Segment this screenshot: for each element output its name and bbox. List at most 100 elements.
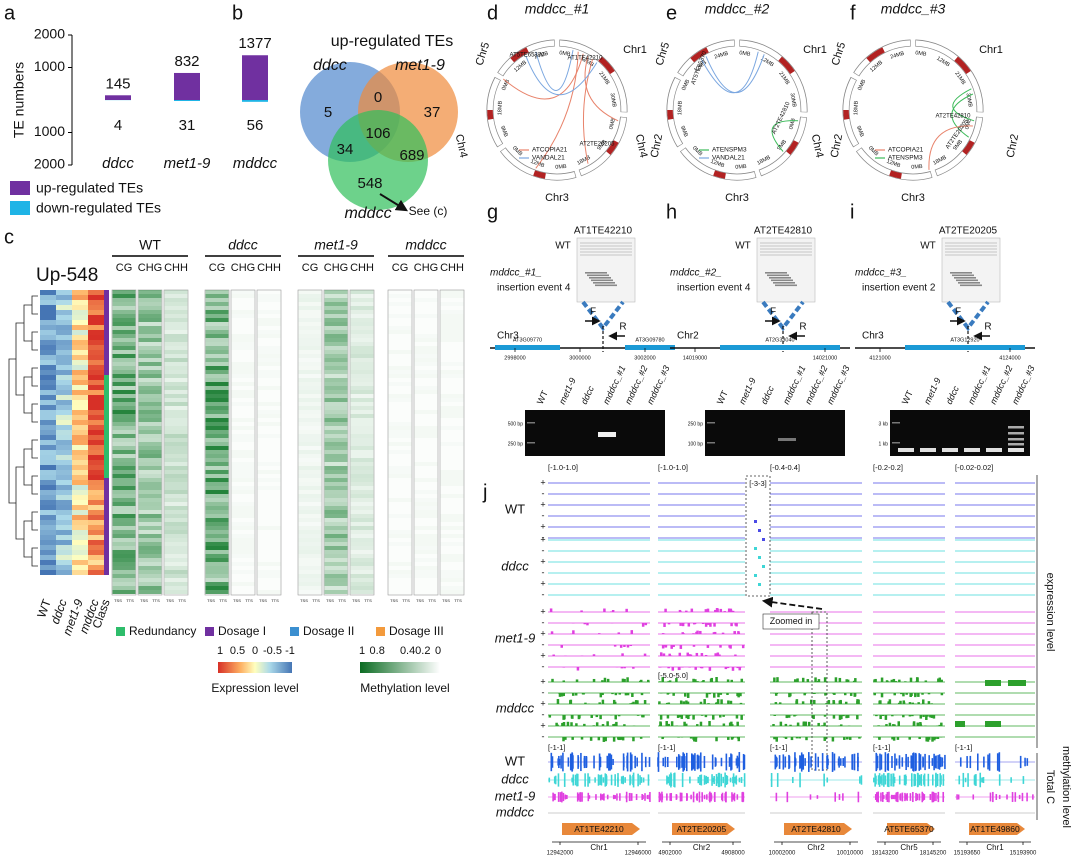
bar [105, 95, 131, 100]
heatmap-cell [298, 406, 322, 410]
heatmap-cell [350, 522, 374, 526]
heatmap-cell [324, 518, 348, 522]
strand-label: - [542, 661, 545, 671]
signal [762, 565, 765, 568]
strand-label: + [540, 477, 545, 487]
signal [880, 693, 884, 698]
legend-swatch [10, 201, 30, 215]
signal [843, 693, 847, 696]
signal [804, 721, 808, 726]
coord-label: 18145200 [920, 851, 947, 857]
heatmap-cell [232, 562, 255, 566]
strand-label: - [542, 617, 545, 627]
heatmap-cell [56, 450, 72, 455]
heatmap-cell [164, 406, 188, 410]
signal [774, 693, 778, 696]
heatmap-cell [298, 530, 322, 534]
heatmap-cell [350, 346, 374, 350]
heatmap-cell [324, 582, 348, 586]
heatmap-cell [40, 315, 56, 320]
heatmap-cell [40, 500, 56, 505]
heatmap-cell [164, 494, 188, 498]
signal [658, 701, 661, 704]
context-label: CHH [257, 262, 281, 274]
heatmap-cell [205, 394, 229, 398]
heatmap-cell [324, 498, 348, 502]
set-label: ddcc [313, 57, 347, 74]
heatmap-cell [205, 530, 229, 534]
chromosome-label: Chr3 [862, 331, 884, 342]
bar [174, 100, 200, 102]
heatmap-cell [350, 370, 374, 374]
heatmap-cell [40, 455, 56, 460]
heatmap-cell [138, 422, 162, 426]
signal [955, 721, 965, 727]
signal [681, 623, 685, 627]
sample-label: mddcc [496, 804, 535, 819]
range-label: [-0.4-0.4] [770, 463, 800, 472]
heatmap-cell [40, 420, 56, 425]
feature-label: AT1TE42210 [568, 56, 604, 62]
heatmap-cell [164, 358, 188, 362]
heatmap-cell [232, 546, 255, 550]
signal [606, 678, 610, 682]
signal [726, 693, 729, 696]
heatmap-cell [298, 362, 322, 366]
signal [854, 678, 857, 682]
insertion-link [535, 51, 579, 169]
lane-label: WT [535, 388, 550, 405]
gel-band [986, 448, 1002, 452]
heatmap-cell [40, 295, 56, 300]
heatmap-cell [389, 426, 412, 430]
heatmap-cell [164, 510, 188, 514]
heatmap-cell [389, 570, 412, 574]
heatmap-cell [112, 530, 136, 534]
heatmap-cell [441, 578, 464, 582]
group-label: ddcc [228, 237, 258, 253]
heatmap-cell [205, 310, 229, 314]
heatmap-cell [205, 442, 229, 446]
heatmap-cell [88, 350, 104, 355]
heatmap-cell [72, 330, 88, 335]
heatmap-cell [324, 514, 348, 518]
scale-label: 24MB [890, 51, 906, 61]
signal [719, 608, 723, 612]
signal [612, 724, 615, 726]
heatmap-column [111, 289, 137, 596]
heatmap-cell [389, 326, 412, 330]
heatmap-cell [40, 410, 56, 415]
heatmap-cell [298, 534, 322, 538]
heatmap-cell [324, 442, 348, 446]
signal [570, 715, 574, 719]
heatmap-cell [298, 346, 322, 350]
heatmap-cell [350, 582, 374, 586]
signal [917, 693, 920, 697]
heatmap-cell [415, 542, 438, 546]
zoom-arrow [761, 596, 823, 610]
signal [683, 693, 687, 697]
legend-label: ATENSPM3 [888, 155, 923, 162]
class-swatch [376, 627, 385, 636]
heatmap-cell [88, 365, 104, 370]
heatmap-cell [298, 438, 322, 442]
heatmap-cell [350, 474, 374, 478]
heatmap-cell [164, 502, 188, 506]
heatmap-cell [350, 318, 374, 322]
signal [736, 667, 739, 669]
heatmap-cell [112, 434, 136, 438]
heatmap-cell [72, 410, 88, 415]
signal [663, 623, 666, 627]
ladder-band [707, 442, 715, 444]
heatmap-cell [258, 414, 281, 418]
heatmap-cell [350, 542, 374, 546]
heatmap-cell [205, 330, 229, 334]
signal [899, 700, 902, 704]
heatmap-cell [112, 510, 136, 514]
heatmap-cell [72, 425, 88, 430]
heatmap-cell [112, 470, 136, 474]
heatmap-cell [56, 435, 72, 440]
profile-label: TSS [352, 598, 360, 603]
heatmap-cell [112, 482, 136, 486]
heatmap-cell [350, 446, 374, 450]
heatmap-cell [40, 380, 56, 385]
